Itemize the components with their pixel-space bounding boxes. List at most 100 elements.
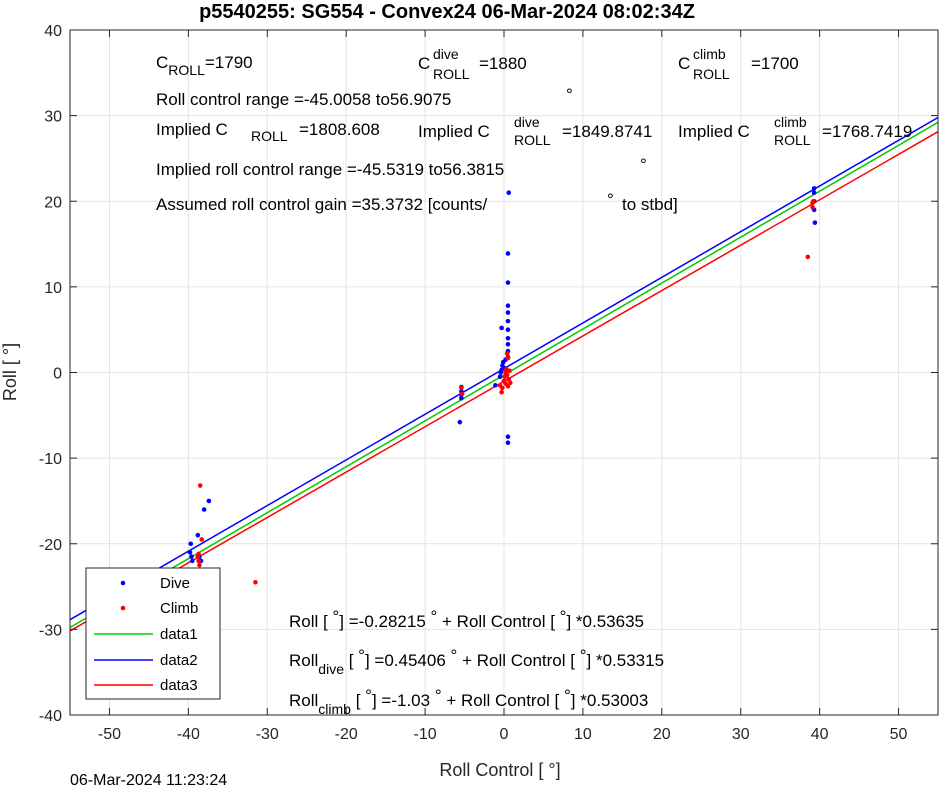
dive-point [505,251,511,256]
x-tick-label: 40 [811,726,829,743]
climb-point [505,355,511,361]
c-roll-dive-text: CROLL=1880 [418,54,527,82]
implied-c-dive-text: Implied C ROLL =1849.8741 [418,122,652,148]
legend-marker-dive [120,580,126,586]
dive-point [505,303,511,309]
legend-label-data1: data1 [160,626,198,643]
climb-point [805,254,811,260]
climb-point [508,380,513,386]
gain-tail-text: to stbd] [622,195,678,214]
degree-mark: ° [566,85,573,104]
climb-point [196,558,201,564]
climb-point [499,389,504,395]
dive-point [505,327,511,332]
x-tick-label: -20 [335,726,358,743]
fit-all-text: Roll [ °] =-0.28215 ° + Roll Control [ °… [289,607,644,631]
climb-point [196,551,201,557]
axis-ticks: -50 -40 -30 -20 -10 0 10 20 30 40 50 -40 -30 -20 -10 0 1… [39,23,938,743]
roll-range-text: Roll control range =-45.0058 to56.9075 [156,90,451,109]
fit-dive-text: Rolldive [ °] =0.45406 ° + Roll Control … [289,646,664,677]
x-tick-label: -30 [256,726,279,743]
dive-point [206,498,212,504]
gain-text: Assumed roll control gain =35.3732 [coun… [156,195,488,214]
footer-timestamp: 06-Mar-2024 11:23:24 [70,772,228,789]
dive-point [812,220,818,225]
dive-point [505,335,511,341]
c-roll-climb-text: CROLL=1700 [678,54,799,82]
climb-point [504,372,510,378]
y-tick-label: 20 [44,194,62,211]
dive-point [505,341,511,347]
y-tick-label: 30 [44,109,62,126]
x-tick-label: -10 [414,726,437,743]
degree-mark: ° [640,155,647,174]
legend-label-dive: Dive [160,575,190,592]
y-tick-label: 40 [44,23,62,40]
dive-point [505,434,511,440]
dive-point [195,532,201,538]
dive-point [187,550,193,555]
implied-c-roll-text: Implied C ROLL =1808.608 [156,120,380,144]
dive-point [457,419,463,425]
c-roll-text: CROLL=1790 [156,53,253,78]
y-tick-label: -10 [39,451,62,468]
dive-point [811,186,817,191]
climb-point [506,377,512,382]
implied-c-climb-sup: climb [774,114,807,130]
dive-point [201,507,207,512]
implied-range-text: Implied roll control range =-45.5319 to5… [156,160,504,179]
y-tick-label: -20 [39,537,62,554]
x-tick-label: -50 [98,726,121,743]
degree-mark: ° [607,190,614,209]
climb-point [810,204,815,210]
climb-point [507,368,512,374]
climb-point [199,537,205,542]
c-roll-climb-sup: climb [693,46,726,62]
x-tick-label: 20 [653,726,671,743]
legend-label-data3: data3 [160,677,198,694]
annotations: CROLL=1790 CROLL=1880 dive CROLL=1700 cl… [156,46,912,717]
y-tick-label: 0 [53,366,62,383]
legend: Dive Climb data1 data2 data3 [85,567,221,700]
dive-point [506,190,512,195]
c-roll-dive-sup: dive [433,46,459,62]
climb-point [459,391,465,397]
x-tick-label: 10 [574,726,592,743]
climb-point [253,579,258,585]
dive-point [811,190,817,195]
dive-point [505,318,511,324]
dive-point [190,558,195,564]
legend-label-data2: data2 [160,652,198,669]
legend-marker-climb [120,605,126,611]
dive-point [505,280,511,285]
dive-point [493,383,498,388]
x-tick-label: 0 [500,726,509,743]
climb-point [197,483,203,488]
dive-point [497,374,503,380]
y-tick-label: 10 [44,280,62,297]
climb-point [504,351,510,356]
dive-point [499,325,504,331]
climb-point [500,385,505,391]
climb-point [503,381,508,386]
data-points [187,186,818,585]
x-tick-label: 30 [732,726,750,743]
chart-title: p5540255: SG554 - Convex24 06-Mar-2024 0… [199,1,695,23]
implied-c-climb-text: Implied C ROLL =1768.7419 [678,122,912,148]
y-tick-label: -30 [39,622,62,639]
dive-point [505,440,511,446]
x-tick-label: 50 [890,726,908,743]
legend-label-climb: Climb [160,600,198,617]
y-axis-label: Roll [ °] [0,343,20,401]
dive-point [188,541,194,547]
dive-point [189,554,194,559]
x-tick-label: -40 [177,726,200,743]
climb-point [197,562,202,568]
dive-point [459,395,464,401]
dive-point [505,310,511,315]
y-tick-label: -40 [39,708,62,725]
implied-c-dive-sup: dive [514,114,540,130]
climb-point [811,198,816,204]
x-axis-label: Roll Control [ °] [439,760,560,780]
